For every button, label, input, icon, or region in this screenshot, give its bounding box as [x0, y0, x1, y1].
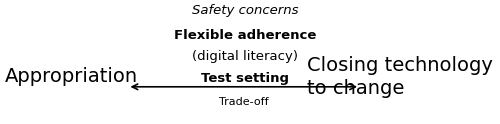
Text: Test setting: Test setting: [201, 72, 289, 85]
Text: Flexible adherence: Flexible adherence: [174, 29, 316, 42]
Text: Safety concerns: Safety concerns: [192, 4, 298, 17]
Text: (digital literacy): (digital literacy): [192, 50, 298, 63]
Text: Closing technology
to change: Closing technology to change: [306, 56, 492, 98]
Text: Appropriation: Appropriation: [5, 67, 138, 86]
Text: Trade-off: Trade-off: [219, 97, 268, 107]
